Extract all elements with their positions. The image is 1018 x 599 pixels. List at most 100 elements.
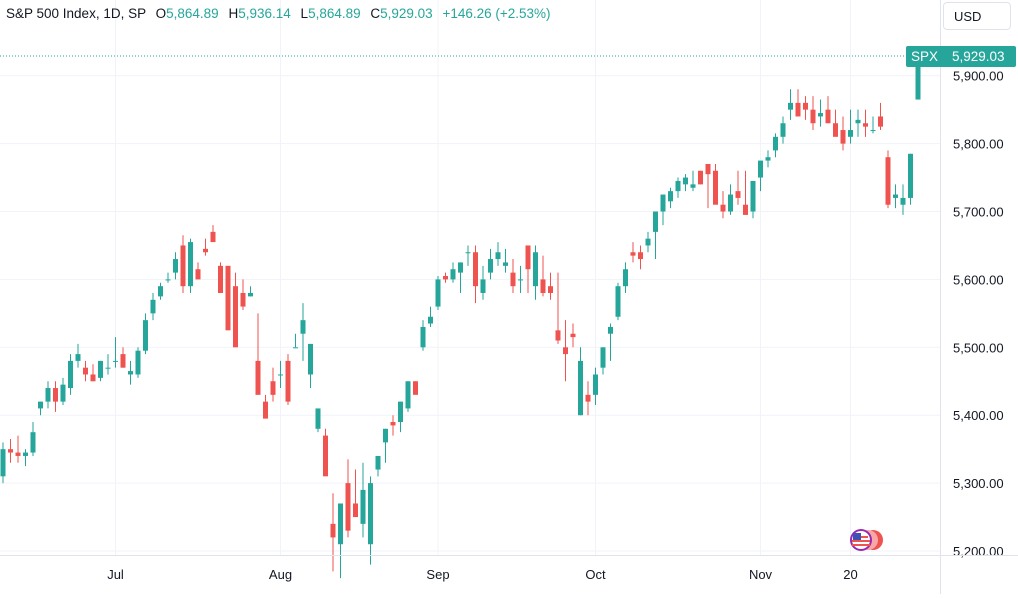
candle-body [690, 184, 696, 188]
grid [0, 0, 940, 555]
candle [525, 245, 531, 293]
candle-body [233, 286, 238, 348]
y-tick-label: 5,300.00 [953, 476, 1004, 491]
candle-body [315, 408, 321, 429]
candles [0, 51, 921, 579]
candle-body [788, 102, 793, 110]
y-tick-label: 5,900.00 [953, 69, 1004, 84]
candle [705, 163, 711, 209]
legend-high-value: 5,936.14 [238, 6, 291, 21]
candle [668, 187, 673, 209]
candle [68, 354, 73, 395]
candle-body [210, 231, 216, 243]
candle-body [68, 360, 73, 389]
candle-body [510, 272, 516, 287]
candle-body [758, 160, 763, 178]
x-tick-label: Jul [107, 567, 124, 582]
candle-body [893, 194, 898, 198]
candle-body [83, 367, 88, 375]
legend-close-label: C [370, 6, 381, 21]
candle [690, 170, 696, 192]
candle-body [593, 374, 598, 395]
candle [630, 242, 636, 263]
candle-body [645, 238, 651, 246]
candle [555, 272, 561, 344]
candle [285, 354, 291, 406]
candle-body [450, 269, 456, 280]
candle [98, 360, 103, 382]
candle-body [203, 248, 208, 253]
candle [113, 337, 118, 368]
candle-body [45, 388, 51, 402]
candle [210, 225, 216, 243]
candle [840, 116, 846, 151]
time-axis-divider [0, 555, 1018, 556]
candle [518, 265, 523, 293]
candle [458, 262, 463, 293]
candle [653, 211, 658, 260]
candle [885, 150, 891, 209]
x-tick-label: Nov [749, 567, 773, 582]
candle-body [270, 381, 276, 395]
candle-body [683, 177, 688, 185]
candle-body [428, 316, 433, 324]
candle-body [780, 123, 786, 137]
candle [90, 364, 96, 382]
candle [900, 184, 906, 215]
candle [863, 109, 868, 137]
candle [75, 343, 81, 368]
candle [855, 109, 861, 137]
candle [720, 191, 726, 219]
candle [413, 381, 418, 395]
last-price-tag: SPX 5,929.03 [906, 46, 1016, 67]
candle [360, 462, 366, 538]
last-price-value: 5,929.03 [952, 49, 1005, 64]
candle [173, 252, 178, 280]
candle-body [720, 204, 726, 212]
candle [908, 153, 913, 205]
candle-body [285, 360, 291, 402]
candle [428, 306, 433, 327]
candle [330, 493, 336, 572]
candle [188, 238, 193, 293]
candle-body [878, 116, 883, 127]
candle-body [405, 381, 411, 409]
candle-body [750, 180, 756, 212]
candle-body [330, 523, 336, 538]
us-flag-icon[interactable] [845, 528, 885, 552]
candle [38, 401, 43, 416]
candle-body [338, 503, 343, 545]
candle [60, 377, 66, 406]
candle [608, 323, 613, 361]
candle-body [420, 326, 426, 348]
candle-body [525, 245, 531, 270]
legend-low-value: 5,864.89 [308, 6, 361, 21]
y-tick-label: 5,500.00 [953, 340, 1004, 355]
candle [615, 282, 621, 321]
candle-body [743, 204, 748, 215]
candle [765, 150, 771, 168]
candle [488, 248, 493, 280]
candle-body [375, 455, 381, 470]
candle-body [105, 367, 111, 369]
candle [45, 381, 51, 409]
candle-body [248, 292, 253, 297]
currency-button[interactable]: USD [943, 2, 1011, 30]
candle-body [23, 452, 28, 456]
candle-body [495, 252, 501, 260]
candle-body [668, 191, 673, 202]
y-tick-label: 5,700.00 [953, 205, 1004, 220]
candle [735, 170, 741, 205]
candle [795, 89, 801, 117]
candle [353, 469, 358, 518]
candle-body [60, 384, 66, 402]
candle-body [15, 452, 21, 456]
candle [878, 102, 883, 131]
candle [578, 347, 583, 416]
legend-close-value: 5,929.03 [380, 6, 433, 21]
candle [683, 174, 688, 192]
x-tick-label: Sep [426, 567, 449, 582]
candle [405, 381, 411, 412]
